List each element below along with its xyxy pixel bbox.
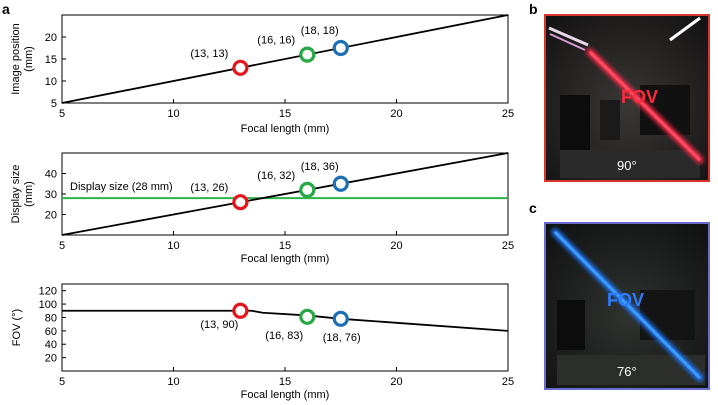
panel-letter-a: a [2,1,10,17]
x-tick-label: 5 [59,108,65,120]
y-axis-label: FOV (°) [11,309,23,346]
y-tick-label: 60 [45,326,57,338]
y-axis-label: Display size(mm) [10,165,35,224]
photo-b-red-beam-core [588,50,702,162]
chart-2: 5 10 15 20 25 20 30 40 Focal length (mm) Display … [10,152,514,265]
chart-1: 5 10 15 20 25 5 10 15 20 Focal length (mm) Image p… [10,14,514,135]
photo-b: FOV 90° [544,14,710,182]
x-tick-label: 20 [390,376,402,388]
point-label: (18, 18) [301,25,339,37]
point-label: (13, 13) [190,48,228,60]
point-label: (13, 26) [190,182,228,194]
y-tick-label: 20 [45,210,57,222]
red-marker [232,59,249,76]
x-tick-label: 10 [167,376,179,388]
y-tick-label: 30 [45,189,57,201]
y-tick-label: 20 [45,353,57,365]
y-tick-label: 120 [39,286,57,298]
green-marker [299,308,316,325]
panel-letter-c: c [529,200,537,216]
x-tick-label: 10 [167,240,179,252]
photo-b-equipment [600,100,620,140]
y-tick-label: 100 [39,299,57,311]
point-label: (18, 76) [323,332,361,344]
y-tick-label: 5 [51,98,57,110]
x-tick-label: 15 [279,240,291,252]
point-label: (13, 90) [200,319,238,331]
x-tick-label: 5 [59,376,65,388]
photo-c-shelf [640,290,695,340]
red-marker [232,302,249,319]
x-axis-label: Focal length (mm) [241,123,330,135]
blue-marker [332,39,349,57]
display-size-label: Display size (28 mm) [70,181,173,193]
x-tick-label: 15 [279,376,291,388]
point-label: (16, 16) [257,35,295,47]
series-line [61,14,509,104]
photo-c-angle: 76° [617,364,637,379]
y-tick-label: 15 [45,54,57,66]
y-tick-label: 20 [45,32,57,44]
x-tick-label: 15 [279,108,291,120]
photo-c-cabinet [557,300,585,350]
charts: 5 10 15 20 25 5 10 15 20 Focal length (mm) Image p… [10,14,514,401]
photo-b-angle: 90° [617,158,637,173]
red-marker [232,194,249,211]
photo-b-table [560,150,700,178]
photo-b-ceiling-light-right [669,16,701,42]
y-axis-label: Image position(mm) [10,23,35,95]
x-tick-label: 25 [502,376,514,388]
panel-letter-b: b [529,1,538,17]
green-marker [299,181,316,198]
series-line [61,152,509,236]
x-tick-label: 10 [167,108,179,120]
x-axis-label: Focal length (mm) [241,253,330,265]
plot-frame [61,283,509,372]
x-tick-label: 25 [502,240,514,252]
series-line [62,309,509,332]
point-label: (18, 36) [301,161,339,173]
y-tick-label: 80 [45,312,57,324]
x-axis-label: Focal length (mm) [241,389,330,401]
point-label: (16, 83) [265,330,303,342]
y-tick-label: 40 [45,339,57,351]
x-tick-label: 20 [390,240,402,252]
point-label: (16, 32) [257,170,295,182]
y-tick-label: 40 [45,169,57,181]
photo-b-overlay-text: FOV [621,87,658,107]
photo-c: FOV 76° [544,222,710,390]
photo-c-overlay-text: FOV [607,290,644,310]
photo-c-blue-beam-core [553,230,702,380]
x-tick-label: 5 [59,240,65,252]
photo-b-ceiling-light [548,26,589,47]
green-marker [299,46,316,63]
blue-marker [332,310,349,327]
x-tick-label: 20 [390,108,402,120]
x-tick-label: 25 [502,108,514,120]
photo-b-cabinet [560,95,590,150]
blue-marker [332,175,349,192]
y-tick-label: 10 [45,76,57,88]
photo-b-ceiling-light-glow [549,33,586,51]
